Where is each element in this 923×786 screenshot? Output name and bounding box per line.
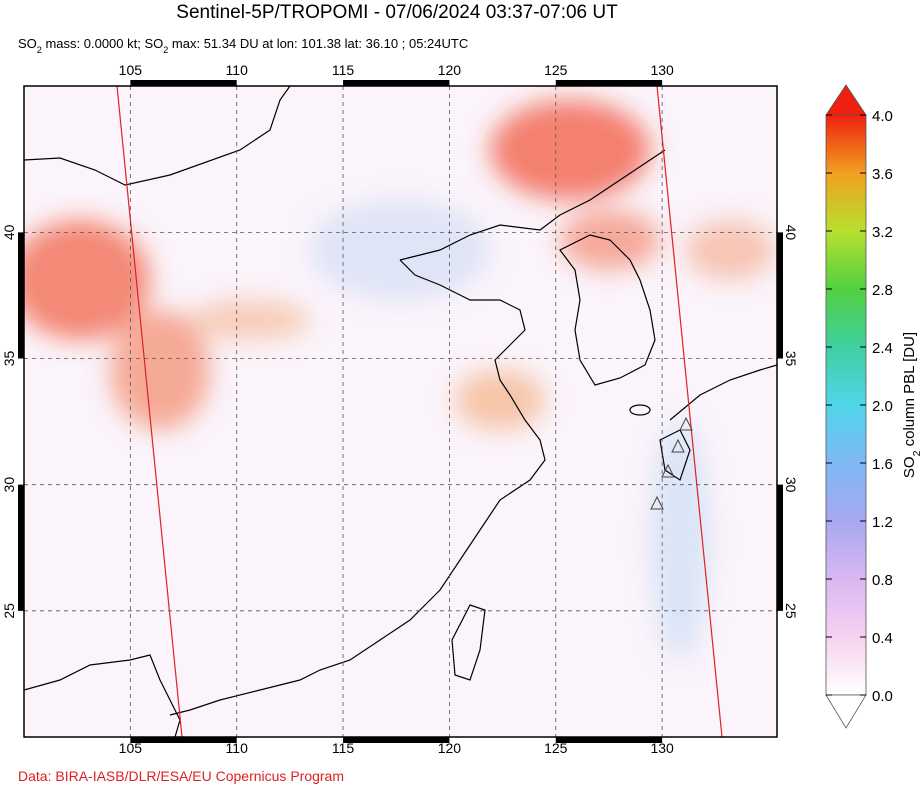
lon-tick-label: 125 <box>544 740 568 756</box>
colorbar-tick-label: 0.0 <box>872 688 893 705</box>
orbit-edge <box>656 86 723 737</box>
colorbar-tick-label: 0.4 <box>872 630 893 647</box>
lat-tick-label: 40 <box>1 224 17 240</box>
subscript: 2 <box>163 45 168 55</box>
volcano-markers <box>650 416 693 510</box>
footer: Data: BIRA-IASB/DLR/ESA/EU Copernicus Pr… <box>18 768 344 784</box>
colorbar-tick-label: 0.8 <box>872 572 893 589</box>
lat-tick-label: 25 <box>783 603 799 619</box>
colorbar-label: SO2 column PBL [DU] <box>901 332 923 478</box>
lon-tick-label: 115 <box>332 62 355 78</box>
lon-tick-label: 130 <box>650 740 674 756</box>
lon-tick-label: 120 <box>438 740 462 756</box>
lon-tick-label: 130 <box>650 62 674 78</box>
text-part: max: 51.34 DU at lon: 101.38 lat: 36.10 … <box>168 36 468 51</box>
subscript: 2 <box>911 450 923 456</box>
lat-tick-label: 30 <box>783 477 799 493</box>
lat-tick-label: 25 <box>1 603 17 619</box>
colorbar-tick-label: 4.0 <box>872 108 893 125</box>
colorbar-max-arrow <box>825 84 867 116</box>
colorbar-tick-label: 1.2 <box>872 514 893 531</box>
colorbar-tick-label: 2.8 <box>872 282 893 299</box>
colorbar-tick-label: 1.6 <box>872 456 893 473</box>
lon-tick-label: 120 <box>438 62 462 78</box>
map-area <box>24 86 777 737</box>
lat-tick-label: 35 <box>1 351 17 367</box>
text-part: mass: 0.0000 kt; SO <box>42 36 163 51</box>
lon-tick-label: 115 <box>332 740 355 756</box>
lon-tick-label: 110 <box>226 740 249 756</box>
subtitle: SO2 mass: 0.0000 kt; SO2 max: 51.34 DU a… <box>18 36 468 55</box>
subscript: 2 <box>37 45 42 55</box>
lon-tick-label: 105 <box>119 62 143 78</box>
orbit-edge <box>116 86 183 737</box>
lat-tick-label: 35 <box>783 351 799 367</box>
text-part: SO <box>18 36 37 51</box>
lon-tick-label: 110 <box>226 62 249 78</box>
colorbar-tick-label: 3.6 <box>872 166 893 183</box>
lon-tick-label: 125 <box>544 62 568 78</box>
colorbar-min-arrow <box>825 694 867 729</box>
lon-tick-label: 105 <box>119 740 143 756</box>
colorbar-tick-label: 3.2 <box>872 224 893 241</box>
text-part: SO <box>901 456 918 478</box>
colorbar-tick-label: 2.0 <box>872 398 893 415</box>
title: Sentinel-5P/TROPOMI - 07/06/2024 03:37-0… <box>176 2 618 23</box>
lat-tick-label: 40 <box>783 225 799 241</box>
text-part: column PBL [DU] <box>901 332 918 451</box>
lat-tick-label: 30 <box>1 477 17 493</box>
colorbar-tick-label: 2.4 <box>872 340 893 357</box>
coastlines <box>24 86 777 737</box>
